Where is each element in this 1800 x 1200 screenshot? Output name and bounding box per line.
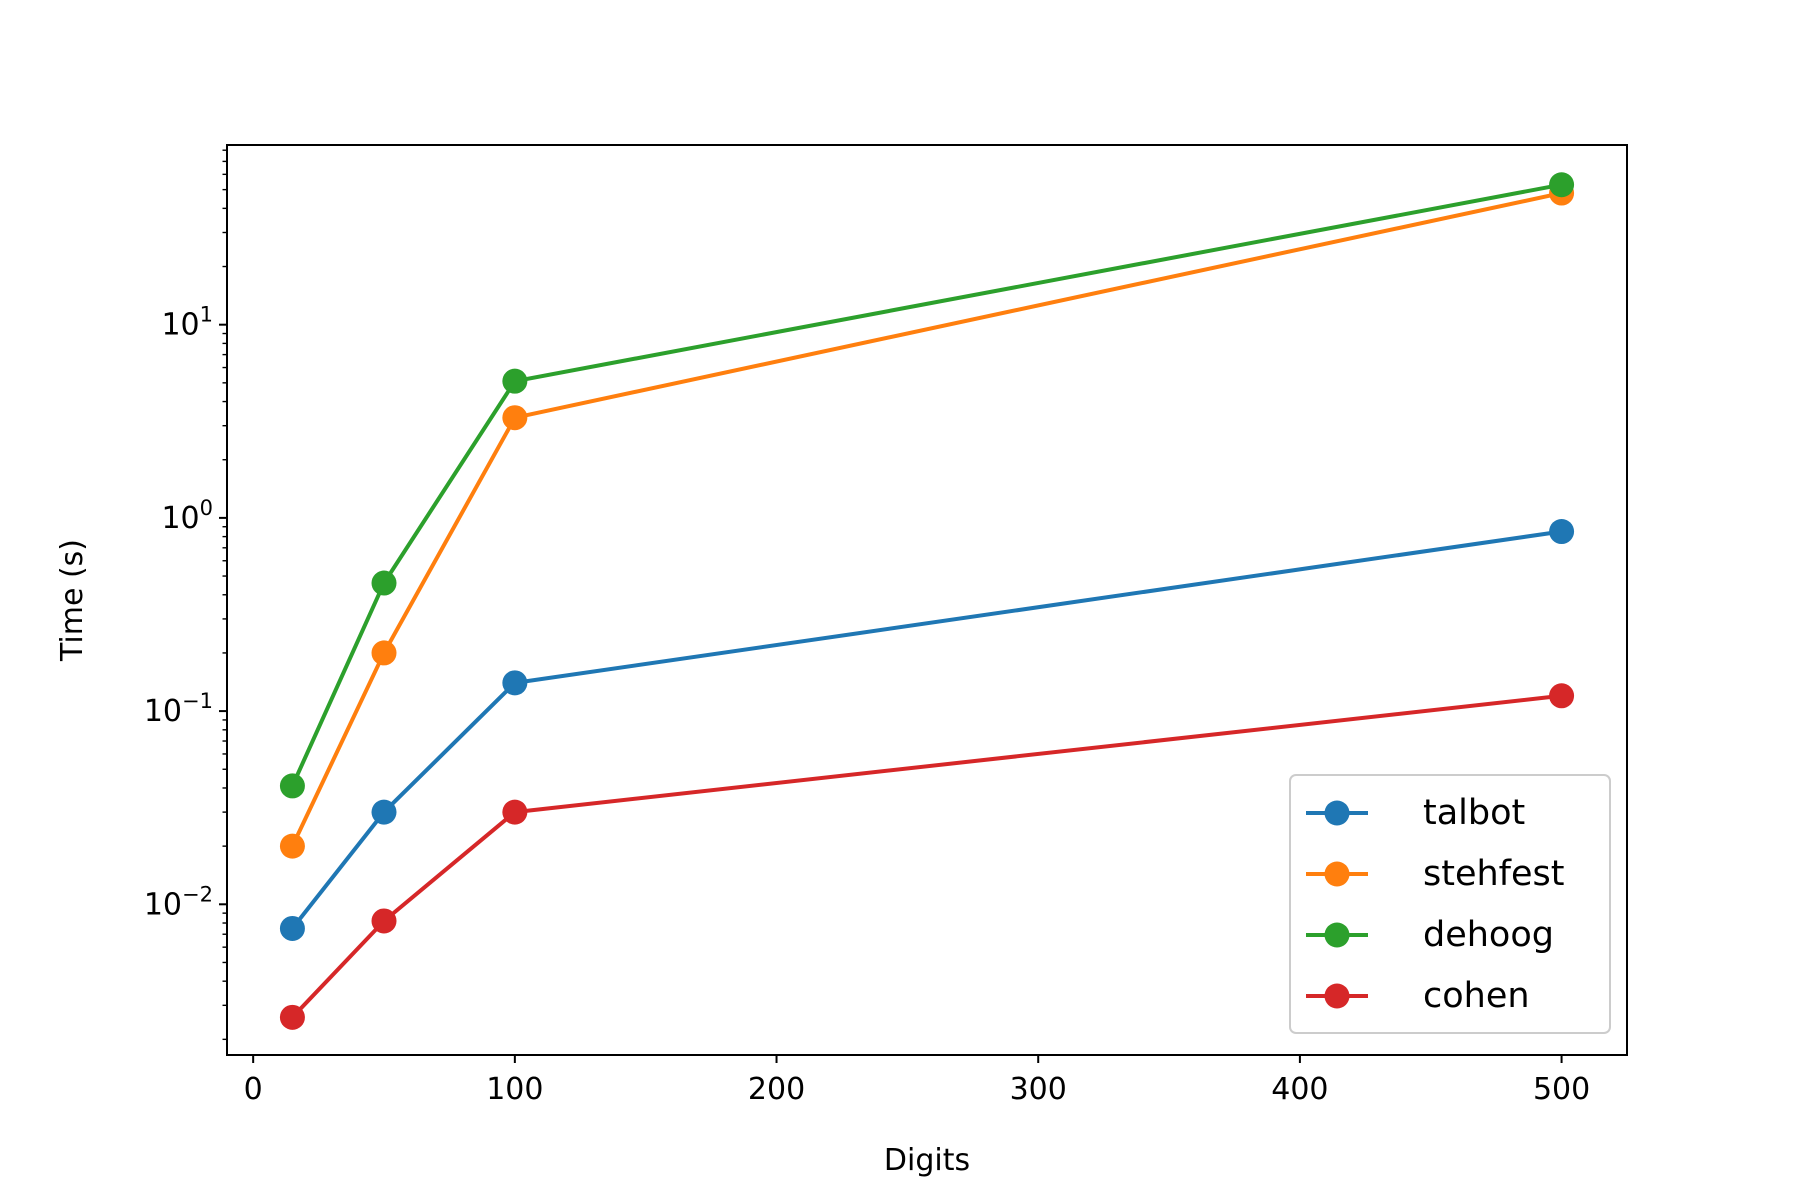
data-point-cohen xyxy=(371,908,397,934)
y-tick-label: 101 xyxy=(161,303,213,343)
legend-label: talbot xyxy=(1423,793,1525,833)
x-tick-label: 400 xyxy=(1271,1072,1328,1107)
data-point-dehoog xyxy=(371,570,397,596)
axes-frame xyxy=(226,144,1628,1056)
legend: talbot stehfest dehoog cohen xyxy=(1289,774,1611,1034)
x-tick-label: 100 xyxy=(486,1072,543,1107)
x-tick-label: 300 xyxy=(1010,1072,1067,1107)
legend-label: cohen xyxy=(1423,976,1530,1016)
data-point-talbot xyxy=(502,670,528,696)
data-point-stehfest xyxy=(371,640,397,666)
tick-labels: 0 100 200 300 400 500 10−2 10−1 100 101 xyxy=(144,303,1590,1107)
series-talbot xyxy=(279,519,1575,941)
legend-label: dehoog xyxy=(1423,915,1554,955)
x-axis-label: Digits xyxy=(884,1143,970,1178)
legend-item-cohen: cohen xyxy=(1306,976,1530,1016)
legend-marker xyxy=(1324,861,1350,887)
legend-item-dehoog: dehoog xyxy=(1306,915,1554,955)
y-tick-label: 100 xyxy=(161,496,213,536)
data-point-cohen xyxy=(1549,683,1575,709)
y-tick-label: 10−1 xyxy=(144,689,213,729)
series-line-dehoog xyxy=(290,182,1562,787)
plot-series xyxy=(279,172,1575,1030)
data-point-cohen xyxy=(279,1004,305,1030)
data-point-stehfest xyxy=(502,405,528,431)
legend-frame xyxy=(1289,774,1611,1034)
data-point-dehoog xyxy=(279,773,305,799)
legend-item-talbot: talbot xyxy=(1306,793,1525,833)
x-tick-label: 500 xyxy=(1533,1072,1590,1107)
legend-marker xyxy=(1324,800,1350,826)
axis-ticks xyxy=(219,323,1563,1063)
legend-marker xyxy=(1324,922,1350,948)
x-tick-label: 200 xyxy=(748,1072,805,1107)
data-point-talbot xyxy=(1549,519,1575,545)
series-line-talbot xyxy=(290,529,1562,930)
legend-item-stehfest: stehfest xyxy=(1306,854,1565,894)
legend-marker xyxy=(1324,983,1350,1009)
legend-label: stehfest xyxy=(1423,854,1565,894)
data-point-cohen xyxy=(502,799,528,825)
x-tick-label: 0 xyxy=(244,1072,263,1107)
data-point-talbot xyxy=(279,915,305,941)
series-line-stehfest xyxy=(290,191,1563,847)
data-point-stehfest xyxy=(279,833,305,859)
data-point-talbot xyxy=(371,799,397,825)
y-axis-label: Time (s) xyxy=(55,539,90,662)
y-tick-label: 10−2 xyxy=(144,882,213,922)
series-dehoog xyxy=(279,172,1575,799)
series-cohen xyxy=(279,683,1575,1030)
data-point-dehoog xyxy=(1549,172,1575,198)
series-line-cohen xyxy=(290,693,1562,1019)
data-point-dehoog xyxy=(502,368,528,394)
